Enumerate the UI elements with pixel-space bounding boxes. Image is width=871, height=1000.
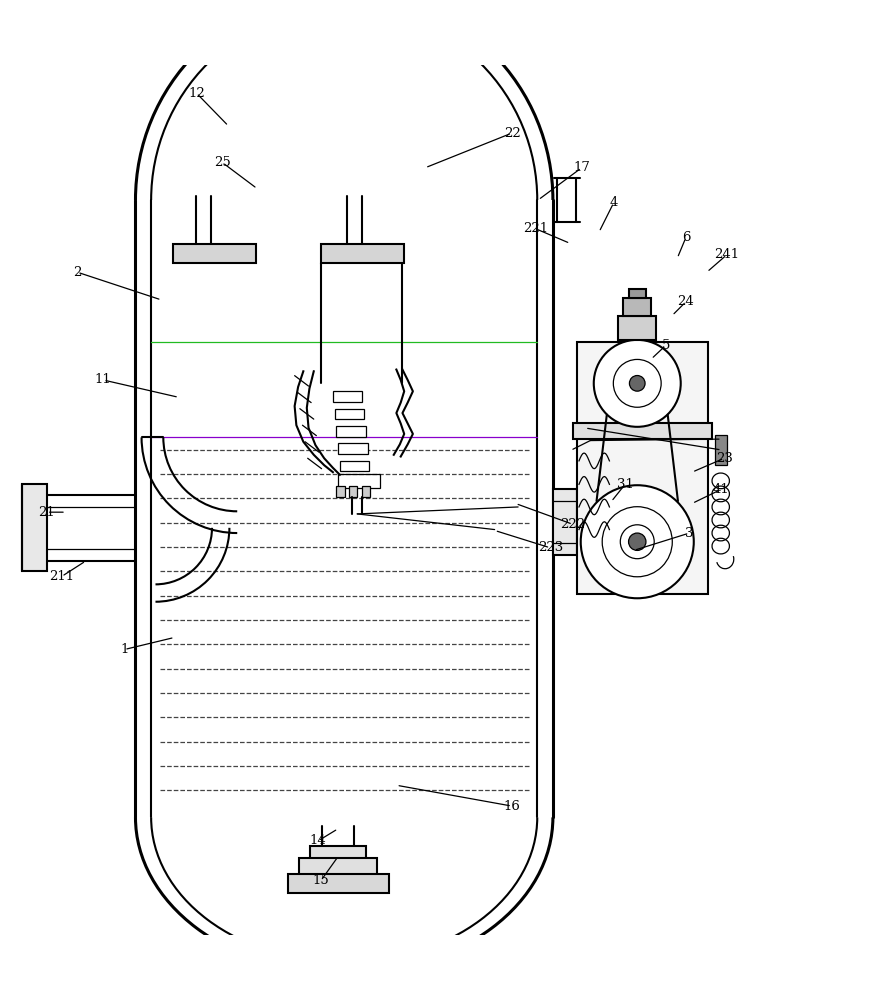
Bar: [629, 289, 646, 298]
Text: 24: 24: [678, 295, 694, 308]
Bar: [310, 846, 366, 860]
Text: 16: 16: [503, 800, 521, 813]
Bar: [299, 858, 377, 876]
Bar: [336, 426, 366, 437]
Circle shape: [594, 340, 681, 427]
Text: 25: 25: [214, 156, 231, 169]
Bar: [577, 342, 708, 594]
Bar: [287, 874, 388, 893]
Text: 31: 31: [617, 478, 633, 491]
Text: 14: 14: [310, 834, 327, 847]
Bar: [573, 423, 712, 439]
Text: 241: 241: [714, 248, 739, 261]
Text: 4: 4: [610, 196, 618, 209]
Bar: [336, 486, 345, 497]
Circle shape: [581, 485, 694, 598]
Text: 211: 211: [49, 570, 74, 583]
Bar: [624, 298, 652, 316]
Text: 17: 17: [573, 161, 590, 174]
Text: 23: 23: [716, 452, 733, 465]
Bar: [338, 443, 368, 454]
Bar: [348, 486, 357, 497]
Text: 15: 15: [313, 874, 329, 887]
Bar: [338, 474, 380, 488]
Bar: [23, 484, 47, 571]
Text: 5: 5: [662, 339, 670, 352]
Text: 223: 223: [537, 541, 563, 554]
Bar: [361, 486, 370, 497]
Bar: [714, 435, 726, 465]
Bar: [334, 409, 364, 419]
Bar: [333, 391, 362, 402]
Text: 6: 6: [682, 231, 690, 244]
Text: 221: 221: [523, 222, 548, 235]
Bar: [553, 489, 577, 555]
Text: 41: 41: [712, 483, 729, 496]
Text: 1: 1: [120, 643, 128, 656]
Bar: [172, 244, 256, 263]
Text: 3: 3: [685, 527, 693, 540]
Bar: [340, 461, 369, 471]
Text: 2: 2: [73, 266, 81, 279]
Circle shape: [630, 376, 645, 391]
Text: 11: 11: [95, 373, 111, 386]
Circle shape: [629, 533, 646, 550]
Text: 222: 222: [560, 518, 585, 531]
Bar: [618, 316, 657, 340]
Text: 21: 21: [38, 506, 55, 519]
Text: 22: 22: [503, 127, 520, 140]
Bar: [321, 244, 404, 263]
Text: 12: 12: [188, 87, 205, 100]
